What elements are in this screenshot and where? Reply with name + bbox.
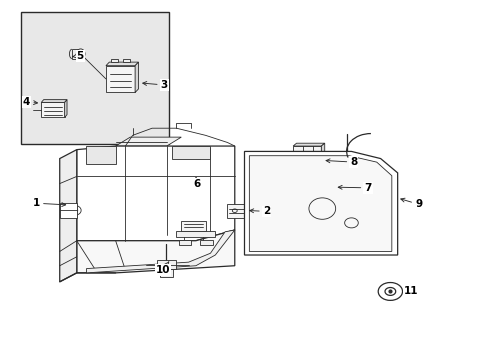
Polygon shape [135,62,138,93]
Polygon shape [111,59,118,62]
Text: 11: 11 [402,287,418,296]
Text: 6: 6 [193,177,200,189]
Polygon shape [86,230,234,273]
Text: 9: 9 [400,198,421,209]
Polygon shape [41,100,67,103]
Text: 1: 1 [33,198,65,208]
Polygon shape [292,146,321,169]
Polygon shape [106,62,138,66]
Polygon shape [321,143,324,169]
Polygon shape [60,203,77,217]
Polygon shape [171,146,210,158]
Polygon shape [176,231,215,237]
Polygon shape [122,59,130,62]
Polygon shape [106,66,135,93]
Polygon shape [331,176,334,196]
Polygon shape [64,100,67,117]
Polygon shape [41,103,64,117]
Bar [21,12,169,144]
Polygon shape [227,204,245,217]
Polygon shape [179,240,191,245]
Text: 4: 4 [23,97,38,107]
Polygon shape [181,221,205,231]
Ellipse shape [76,49,85,59]
Polygon shape [157,260,176,269]
Polygon shape [77,230,234,273]
Text: 7: 7 [338,183,371,193]
Text: 5: 5 [73,51,83,61]
Polygon shape [86,146,116,164]
Polygon shape [305,178,331,196]
Polygon shape [116,137,181,146]
Text: 3: 3 [142,80,167,90]
Polygon shape [72,49,81,59]
Polygon shape [292,143,324,146]
Polygon shape [249,156,391,251]
Text: 2: 2 [249,206,269,216]
Polygon shape [160,269,173,277]
Polygon shape [200,240,212,245]
Polygon shape [244,152,397,255]
Text: 8: 8 [325,157,357,167]
Text: 10: 10 [155,262,170,275]
Polygon shape [305,176,334,178]
Polygon shape [77,146,234,241]
Polygon shape [60,150,77,282]
